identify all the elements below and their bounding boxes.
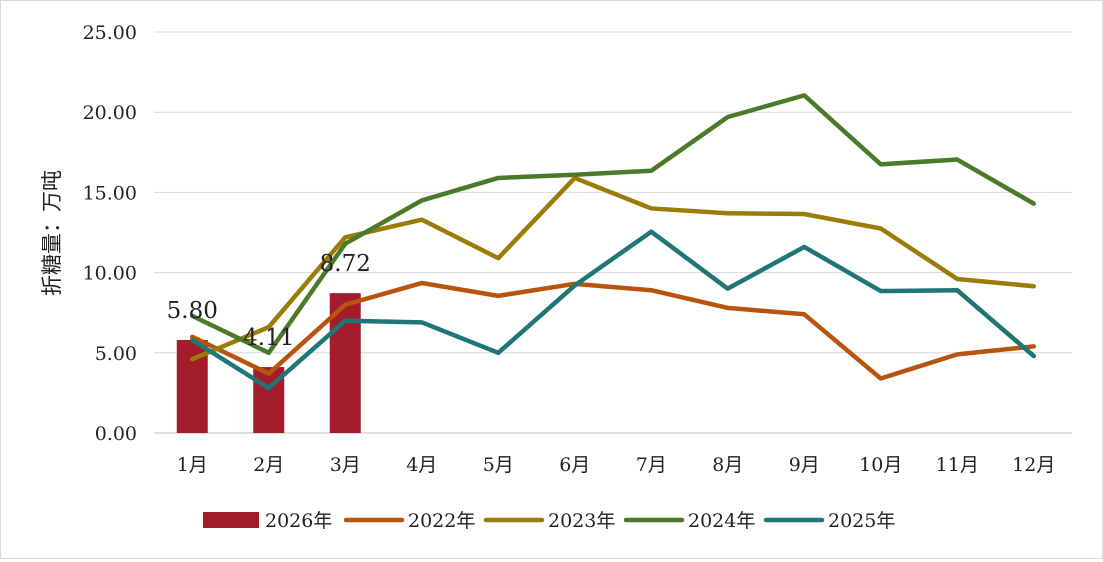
x-tick-label: 4月 [406, 454, 437, 476]
y-tick-label: 5.00 [95, 343, 137, 365]
legend-label: 2025年 [828, 510, 895, 532]
x-tick-label: 1月 [177, 454, 208, 476]
x-tick-label: 7月 [636, 454, 667, 476]
x-tick-label: 2月 [253, 454, 284, 476]
x-tick-label: 9月 [789, 454, 820, 476]
y-tick-label: 20.00 [83, 102, 137, 124]
series-line [190, 93, 1036, 356]
legend-label: 2023年 [548, 510, 615, 532]
x-tick-label: 10月 [859, 454, 902, 476]
series-line [190, 280, 1036, 381]
y-tick-label: 15.00 [83, 182, 137, 204]
legend-label: 2026年 [265, 510, 332, 532]
bar-data-label: 8.72 [320, 251, 371, 277]
bar-data-label: 5.80 [167, 298, 218, 324]
x-tick-label: 11月 [936, 454, 979, 476]
x-tick-label: 5月 [483, 454, 514, 476]
x-tick-label: 12月 [1012, 454, 1055, 476]
series-line [190, 175, 1036, 362]
legend-label: 2024年 [688, 510, 755, 532]
legend-label: 2022年 [408, 510, 475, 532]
y-axis-label: 折糖量：万吨 [40, 170, 64, 296]
x-tick-label: 3月 [330, 454, 361, 476]
x-tick-label: 8月 [712, 454, 743, 476]
y-tick-label: 0.00 [95, 423, 137, 445]
y-tick-label: 10.00 [83, 263, 137, 285]
y-tick-label: 25.00 [83, 22, 137, 44]
series-line [190, 229, 1036, 391]
x-tick-label: 6月 [559, 454, 590, 476]
bar-data-label: 4.11 [243, 325, 294, 351]
legend-swatch [203, 512, 259, 528]
